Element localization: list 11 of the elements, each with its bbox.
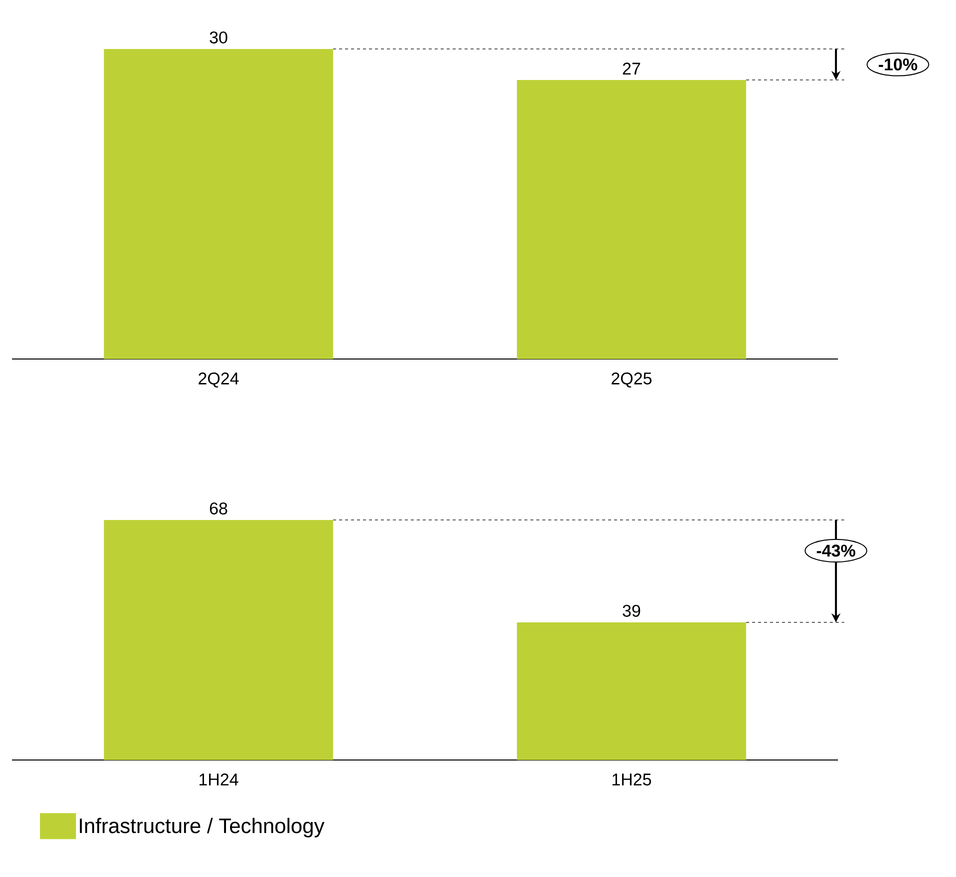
annotation: -43%	[816, 544, 856, 557]
text: -10%	[878, 58, 918, 70]
data-label: 27	[622, 62, 640, 74]
x-tick-label: 2Q25	[612, 372, 652, 388]
legend-label: Infrastructure / Technology	[80, 818, 324, 838]
x-tick-label: 1H25	[612, 774, 652, 786]
data-label: 68	[210, 502, 228, 514]
data-label: 30	[210, 31, 228, 44]
x-tick-label: 2Q24	[198, 372, 239, 388]
data-label: 39	[622, 604, 640, 617]
x-tick-label: 1H24	[200, 774, 238, 786]
